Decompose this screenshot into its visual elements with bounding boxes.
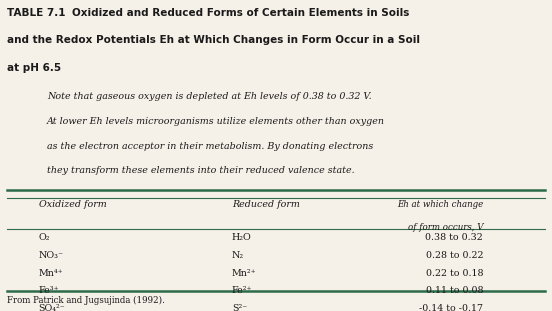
Text: they transform these elements into their reduced valence state.: they transform these elements into their… <box>47 166 354 175</box>
Text: O₂: O₂ <box>39 233 50 242</box>
Text: TABLE 7.1: TABLE 7.1 <box>7 8 66 18</box>
Text: S²⁻: S²⁻ <box>232 304 247 311</box>
Text: 0.28 to 0.22: 0.28 to 0.22 <box>426 251 483 260</box>
Text: as the electron acceptor in their metabolism. By donating electrons: as the electron acceptor in their metabo… <box>47 142 373 151</box>
Text: Oxidized form: Oxidized form <box>39 200 107 209</box>
Text: Fe²⁺: Fe²⁺ <box>232 286 252 295</box>
Text: 0.11 to 0.08: 0.11 to 0.08 <box>426 286 483 295</box>
Text: Mn⁴⁺: Mn⁴⁺ <box>39 269 63 278</box>
Text: From Patrick and Jugsujinda (1992).: From Patrick and Jugsujinda (1992). <box>7 296 165 305</box>
Text: 0.38 to 0.32: 0.38 to 0.32 <box>425 233 483 242</box>
Text: Fe³⁺: Fe³⁺ <box>39 286 59 295</box>
Text: at pH 6.5: at pH 6.5 <box>7 63 61 72</box>
Text: 0.22 to 0.18: 0.22 to 0.18 <box>426 269 483 278</box>
Text: Note that gaseous oxygen is depleted at Eh levels of 0.38 to 0.32 V.: Note that gaseous oxygen is depleted at … <box>47 92 371 101</box>
Text: and the Redox Potentials Eh at Which Changes in Form Occur in a Soil: and the Redox Potentials Eh at Which Cha… <box>7 35 420 45</box>
Text: Mn²⁺: Mn²⁺ <box>232 269 257 278</box>
Text: Oxidized and Reduced Forms of Certain Elements in Soils: Oxidized and Reduced Forms of Certain El… <box>72 8 410 18</box>
Text: H₂O: H₂O <box>232 233 252 242</box>
Text: At lower Eh levels microorganisms utilize elements other than oxygen: At lower Eh levels microorganisms utiliz… <box>47 117 385 126</box>
Text: of form occurs, V: of form occurs, V <box>407 223 483 232</box>
Text: Eh at which change: Eh at which change <box>397 200 483 209</box>
Text: SO₄²⁻: SO₄²⁻ <box>39 304 65 311</box>
Text: -0.14 to -0.17: -0.14 to -0.17 <box>419 304 483 311</box>
Text: Reduced form: Reduced form <box>232 200 300 209</box>
Text: NO₃⁻: NO₃⁻ <box>39 251 63 260</box>
Text: N₂: N₂ <box>232 251 244 260</box>
